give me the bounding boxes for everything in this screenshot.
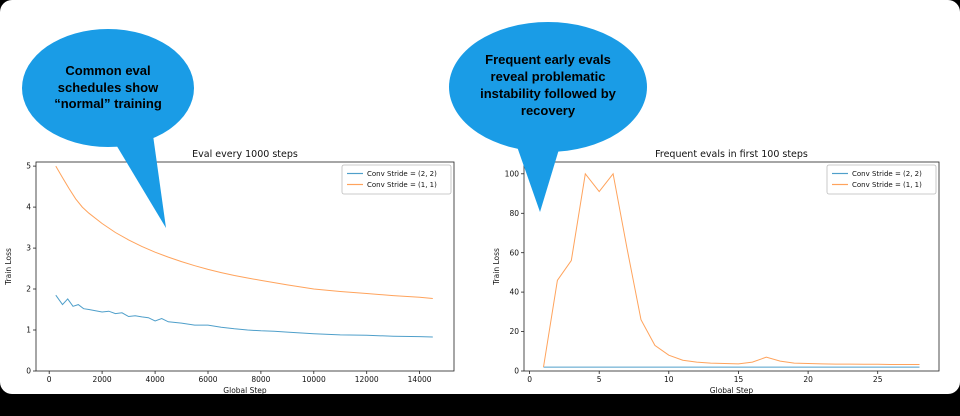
speech-bubble-right: Frequent early evals reveal problematic … bbox=[448, 20, 653, 215]
x-tick-label: 6000 bbox=[198, 375, 217, 384]
y-tick-label: 0 bbox=[514, 367, 519, 376]
right-chart: 0 5 10 15 20 25 0 20 40 60 80 100 Frequent evals in … bbox=[492, 149, 940, 395]
speech-bubble-left-text: Common eval schedules show “normal” trai… bbox=[54, 62, 162, 112]
plot-border bbox=[523, 161, 940, 372]
x-tick-label: 15 bbox=[734, 375, 744, 384]
left-chart: 0 2000 4000 6000 8000 10000 12000 14000 0 1 2 3 4 5 Ev… bbox=[4, 149, 455, 395]
speech-bubble-left: Common eval schedules show “normal” trai… bbox=[20, 28, 200, 233]
y-axis-label: Train Loss bbox=[4, 248, 13, 286]
x-tick-label: 0 bbox=[527, 375, 532, 384]
x-axis-label: Global Step bbox=[710, 386, 754, 395]
y-tick-label: 4 bbox=[26, 203, 31, 212]
y-tick-label: 20 bbox=[509, 327, 519, 336]
speech-bubble-right-shape bbox=[449, 22, 647, 212]
y-tick-label: 100 bbox=[505, 169, 520, 178]
y-tick-label: 60 bbox=[509, 248, 519, 257]
series-line bbox=[55, 165, 433, 299]
slide-surface: 0 2000 4000 6000 8000 10000 12000 14000 0 1 2 3 4 5 Ev… bbox=[0, 0, 960, 395]
legend-label: Conv Stride = (2, 2) bbox=[367, 170, 437, 178]
x-tick-label: 0 bbox=[47, 375, 52, 384]
x-tick-label: 4000 bbox=[146, 375, 165, 384]
chart-title: Frequent evals in first 100 steps bbox=[655, 149, 808, 160]
speech-bubble-body bbox=[22, 29, 194, 147]
x-tick-label: 2000 bbox=[93, 375, 112, 384]
legend-box bbox=[341, 164, 452, 195]
speech-bubble-tail bbox=[112, 128, 166, 228]
legend-label: Conv Stride = (1, 1) bbox=[852, 181, 922, 189]
legend-label: Conv Stride = (1, 1) bbox=[367, 181, 437, 189]
y-tick-label: 2 bbox=[26, 285, 31, 294]
x-tick-label: 14000 bbox=[408, 375, 432, 384]
x-tick-label: 12000 bbox=[355, 375, 379, 384]
speech-bubble-left-shape bbox=[22, 29, 194, 228]
y-tick-label: 80 bbox=[509, 209, 519, 218]
x-tick-label: 5 bbox=[597, 375, 602, 384]
legend-box bbox=[826, 164, 937, 195]
series-line bbox=[543, 172, 920, 368]
x-tick-label: 10000 bbox=[302, 375, 326, 384]
legend-label: Conv Stride = (2, 2) bbox=[852, 170, 922, 178]
x-axis-label: Global Step bbox=[223, 386, 267, 395]
y-tick-label: 5 bbox=[26, 162, 31, 171]
series-line bbox=[55, 294, 433, 338]
y-tick-label: 3 bbox=[26, 244, 31, 253]
x-tick-label: 20 bbox=[803, 375, 813, 384]
y-tick-label: 40 bbox=[509, 288, 519, 297]
y-axis-label: Train Loss bbox=[492, 248, 501, 286]
plot-border bbox=[35, 161, 455, 372]
y-tick-label: 0 bbox=[26, 367, 31, 376]
x-tick-label: 25 bbox=[873, 375, 883, 384]
speech-bubble-tail bbox=[514, 138, 560, 212]
speech-bubble-body bbox=[449, 22, 647, 152]
x-tick-label: 8000 bbox=[251, 375, 270, 384]
x-tick-label: 10 bbox=[664, 375, 674, 384]
speech-bubble-right-text: Frequent early evals reveal problematic … bbox=[480, 52, 616, 118]
chart-title: Eval every 1000 steps bbox=[192, 149, 298, 160]
y-tick-label: 1 bbox=[26, 326, 31, 335]
